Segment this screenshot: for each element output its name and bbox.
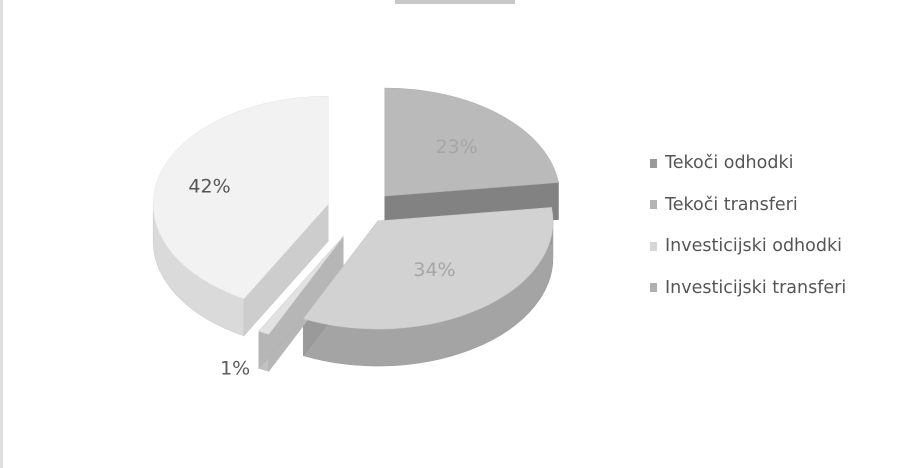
legend-swatch bbox=[650, 200, 657, 209]
legend-item-tekoci-transferi: Tekoči transferi bbox=[650, 195, 905, 215]
legend-swatch bbox=[650, 283, 657, 292]
legend-label: Tekoči odhodki bbox=[665, 153, 794, 173]
legend-label: Investicijski odhodki bbox=[665, 236, 842, 256]
pie-slice-investicijski-odhodki bbox=[258, 236, 344, 335]
pie-slice-investicijski-transferi bbox=[152, 95, 329, 300]
legend-item-tekoci-odhodki: Tekoči odhodki bbox=[650, 153, 905, 173]
data-label-tekoci-odhodki: 23% bbox=[435, 136, 477, 158]
pie-slice-tekoci-transferi bbox=[302, 207, 554, 330]
legend-label: Tekoči transferi bbox=[665, 194, 798, 215]
legend-item-investicijski-odhodki: Investicijski odhodki bbox=[650, 236, 905, 256]
pie-slice-tekoci-odhodki bbox=[384, 87, 559, 197]
legend-swatch bbox=[650, 158, 657, 168]
legend-item-investicijski-transferi: Investicijski transferi bbox=[650, 278, 905, 298]
legend-swatch bbox=[650, 241, 657, 251]
top-edge-mark bbox=[395, 0, 515, 4]
left-border bbox=[0, 0, 3, 468]
pie-slice-side-investicijski-odhodki bbox=[258, 235, 344, 373]
legend: Tekoči odhodki Tekoči transferi Investicij… bbox=[650, 153, 905, 319]
legend-label: Investicijski transferi bbox=[665, 277, 847, 298]
data-label-investicijski-transferi: 42% bbox=[188, 175, 230, 197]
data-label-investicijski-odhodki: 1% bbox=[220, 357, 250, 379]
data-label-tekoci-transferi: 34% bbox=[413, 259, 455, 281]
